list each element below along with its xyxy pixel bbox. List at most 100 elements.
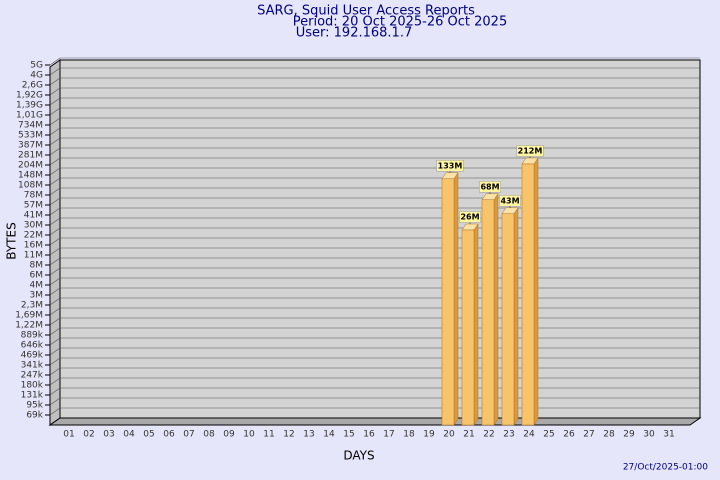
grid-line [49,247,61,256]
y-tick-label: 4G [30,71,43,81]
y-tick-label: 889k [21,331,44,341]
y-tick-label: 16M [24,241,43,251]
y-tick-label: 247k [21,371,44,381]
y-tick-label: 646k [21,341,44,351]
x-tick-label: 11 [263,430,274,440]
x-tick-label: 10 [243,430,255,440]
y-tick-label: 22M [24,231,43,241]
grid-line [49,67,61,76]
x-tick-label: 21 [463,430,474,440]
y-tick-label: 387M [18,141,43,151]
grid-line [49,187,61,196]
x-tick-label: 24 [523,430,535,440]
bar-side [453,171,459,426]
grid-line [49,357,61,366]
y-tick-label: 533M [18,131,43,141]
grid-line [49,117,61,126]
x-tick-label: 13 [303,430,314,440]
left-wall [49,59,61,426]
y-tick-label: 180k [21,381,44,391]
grid-line [49,197,61,206]
x-tick-label: 04 [123,430,135,440]
y-tick-label: 41M [24,211,43,221]
y-tick-label: 78M [24,191,43,201]
grid-line [49,307,61,316]
value-label-box [479,181,501,193]
grid-line [49,177,61,186]
grid-line [49,287,61,296]
value-label-box [499,195,521,207]
x-axis-label: DAYS [343,449,374,463]
chart-subtitle: Period: 20 Oct 2025-26 Oct 2025 [293,15,507,30]
value-label-box [436,160,464,172]
x-tick-label: 02 [83,430,94,440]
x-tick-label: 03 [103,430,114,440]
grid-line [49,217,61,226]
x-tick-label: 23 [503,430,514,440]
y-tick-label: 1,92G [16,91,43,101]
x-tick-label: 06 [163,430,175,440]
x-tick-label: 26 [563,430,575,440]
floor [48,417,702,426]
grid-line [49,167,61,176]
value-label: 68M [480,182,499,191]
y-tick-label: 5G [30,61,43,71]
grid-line [49,367,61,376]
grid-line [49,107,61,116]
bar-side [513,206,519,426]
value-label: 133M [438,161,463,170]
grid-line [49,227,61,236]
y-tick-label: 2,3M [21,301,43,311]
y-tick-label: 131k [21,391,44,401]
x-tick-label: 17 [383,430,394,440]
grid-line [49,397,61,406]
y-tick-label: 6M [30,271,44,281]
y-tick-label: 69k [26,411,43,421]
x-tick-label: 22 [483,430,494,440]
chart-title: SARG, Squid User Access Reports [257,4,475,19]
grid-line [49,297,61,306]
x-tick-label: 30 [643,430,655,440]
x-tick-label: 07 [183,430,194,440]
grid-line [49,267,61,276]
y-tick-label: 4M [30,281,44,291]
x-tick-label: 16 [363,430,375,440]
back-wall [59,59,701,419]
value-label: 43M [500,196,519,205]
value-label-box [516,145,544,157]
y-tick-label: 3M [30,291,44,301]
value-label: 26M [460,213,479,222]
y-tick-label: 148M [18,171,43,181]
bar [481,199,495,426]
grid-line [49,207,61,216]
grid-line [49,257,61,266]
grid-line [49,87,61,96]
x-tick-label: 18 [403,430,415,440]
bar [501,213,515,426]
x-tick-label: 28 [603,430,615,440]
bar-side [473,223,479,426]
y-tick-label: 2,6G [22,81,43,91]
bar [521,163,535,426]
grid-line [49,77,61,86]
y-tick-label: 1,01G [16,111,43,121]
bar [461,229,475,426]
grid-line [49,317,61,326]
x-tick-label: 05 [143,430,154,440]
grid-line [49,387,61,396]
x-tick-label: 20 [443,430,455,440]
x-tick-label: 09 [223,430,235,440]
x-tick-label: 25 [543,430,554,440]
y-tick-label: 341k [21,361,44,371]
x-tick-label: 29 [623,430,635,440]
value-label: 212M [518,146,543,155]
x-tick-label: 27 [583,430,594,440]
x-tick-label: 14 [323,430,335,440]
bar [441,178,455,426]
y-tick-label: 11M [24,251,43,261]
grid-line [49,277,61,286]
value-label-box [459,211,481,223]
bar-side [493,192,499,426]
grid-line [49,407,61,416]
